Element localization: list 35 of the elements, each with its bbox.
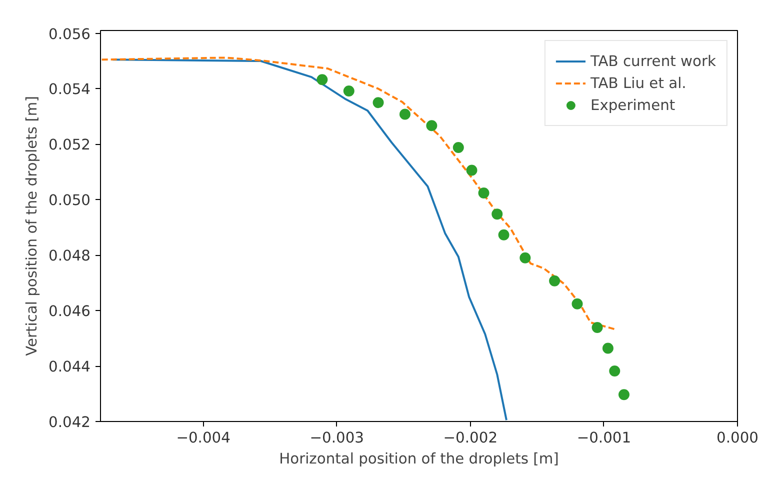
point	[478, 188, 490, 198]
y-axis-title: Vertical position of the droplets [m]	[24, 96, 41, 356]
y-tick-label: 0.048	[48, 248, 91, 265]
point	[466, 164, 478, 176]
y-tick-label: 0.052	[48, 136, 91, 154]
x-tick-label: −0.003	[310, 430, 364, 446]
legend-label: Experiment	[590, 96, 676, 114]
y-tick-label: 0.056	[48, 26, 91, 43]
y-tick-label: 0.054	[48, 81, 91, 98]
x-tick-label: −0.001	[576, 430, 632, 446]
point	[372, 97, 384, 108]
point	[498, 229, 510, 240]
x-tick-label: 0.000	[716, 430, 758, 446]
y-tick-label: 0.046	[48, 303, 91, 320]
y-tick-label: 0.044	[48, 358, 91, 376]
point	[426, 120, 438, 132]
x-tick-label: −0.002	[443, 430, 498, 446]
point	[520, 252, 531, 264]
point	[602, 342, 614, 354]
legend-label: TAB current work	[590, 52, 716, 70]
point	[343, 85, 354, 96]
point	[399, 108, 410, 120]
y-tick-label: 0.050	[48, 192, 91, 210]
point	[618, 389, 630, 400]
x-axis-title: Horizontal position of the droplets [m]	[279, 450, 559, 468]
y-tick-label: 0.042	[48, 414, 91, 431]
point	[609, 366, 620, 377]
x-tick-label: −0.004	[176, 430, 230, 446]
point	[316, 74, 328, 86]
point	[492, 208, 503, 220]
point	[452, 142, 464, 154]
legend-label: TAB Liu et al.	[590, 74, 686, 92]
point	[572, 298, 583, 310]
point	[549, 275, 560, 286]
point	[592, 322, 603, 333]
